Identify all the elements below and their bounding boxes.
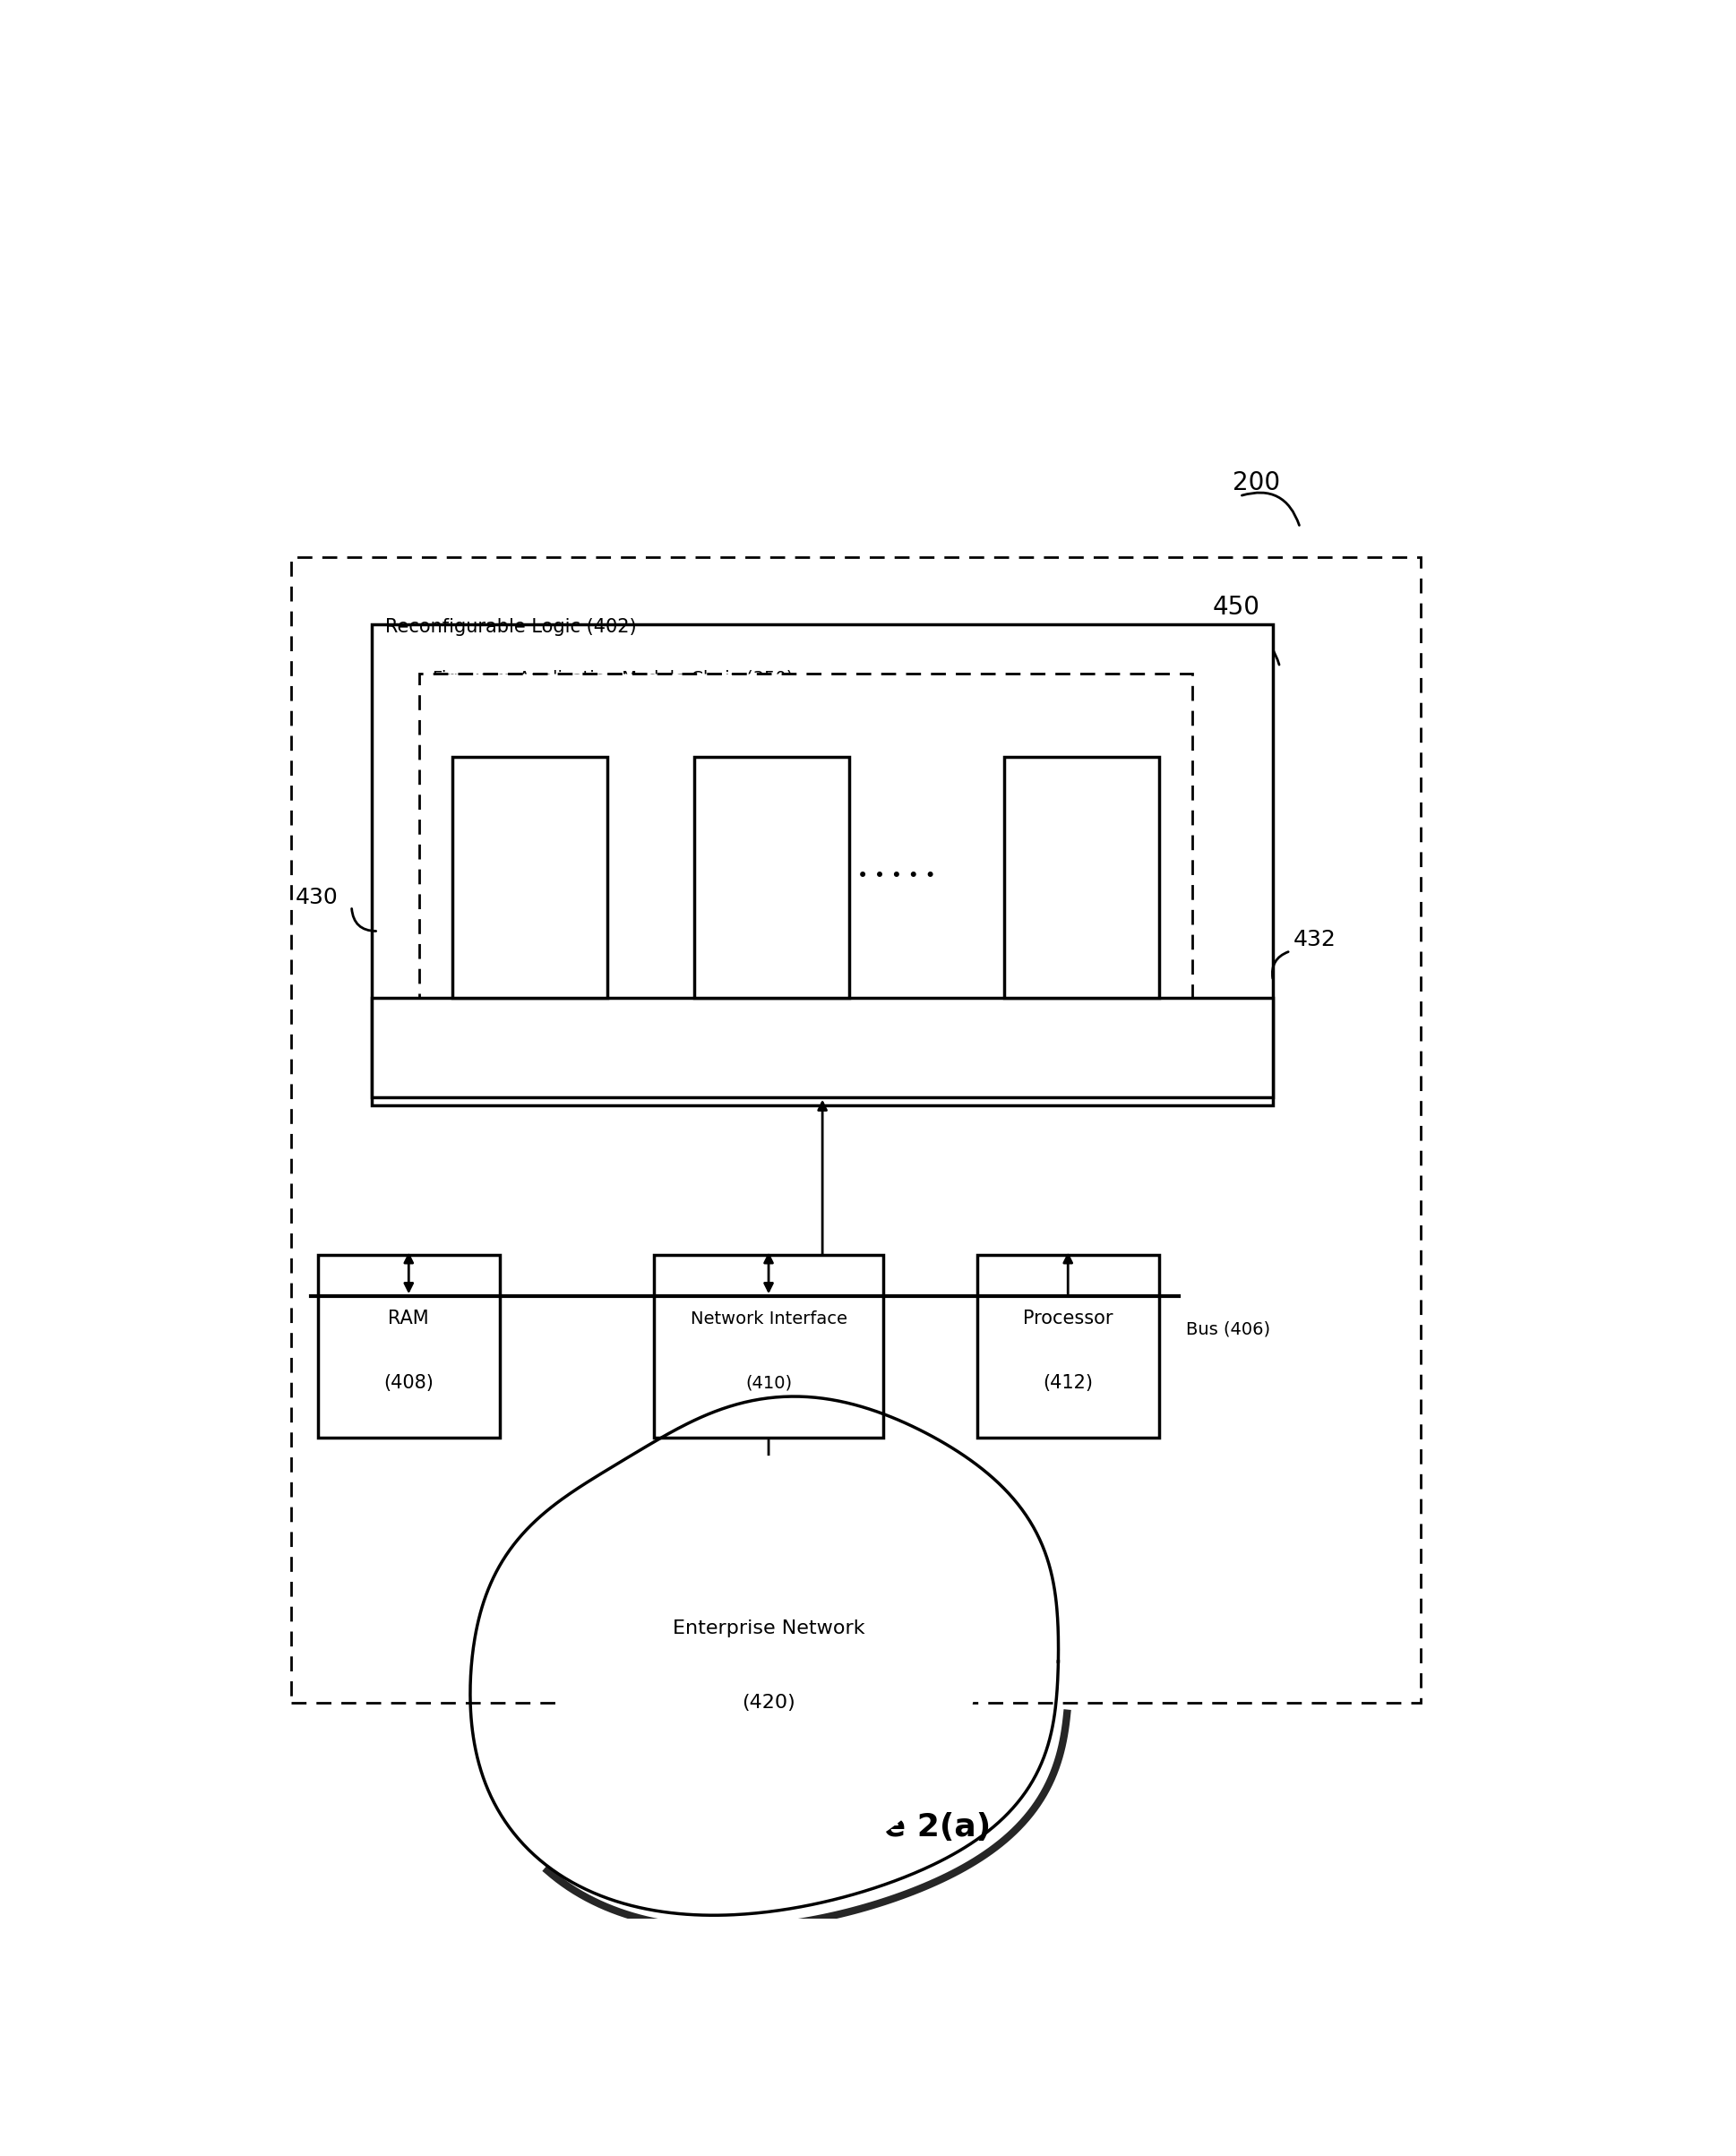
Bar [1003,757,1160,998]
Text: 430: 430 [295,886,339,908]
Text: Firmware Application Module Chain (350): Firmware Application Module Chain (350) [432,671,793,688]
Bar [694,757,849,998]
Text: FAM m: FAM m [1052,832,1111,849]
Ellipse shape [797,1595,832,1649]
Text: Processor: Processor [1023,1309,1113,1328]
Text: (350a): (350a) [502,916,559,934]
Text: Reconfigurable Logic (402): Reconfigurable Logic (402) [385,617,637,636]
Text: 450: 450 [1212,595,1260,621]
Bar [292,558,1422,1703]
Text: (410): (410) [745,1373,792,1391]
Bar [977,1255,1158,1438]
Ellipse shape [710,1723,752,1781]
Text: 200: 200 [1233,470,1281,496]
Text: FAM 2: FAM 2 [746,832,799,849]
Text: 432: 432 [1293,929,1337,951]
Text: Network Interface: Network Interface [691,1311,847,1328]
Ellipse shape [705,1587,741,1643]
Text: Firmware Socket Module (404): Firmware Socket Module (404) [681,1039,965,1056]
Ellipse shape [785,1731,826,1787]
Bar [372,998,1272,1097]
Text: FAM 1: FAM 1 [503,832,556,849]
Text: (408): (408) [384,1373,434,1391]
Text: (350b): (350b) [743,916,800,934]
Text: Figure 2(a): Figure 2(a) [788,1813,991,1843]
Ellipse shape [561,1455,977,1867]
Text: (420): (420) [741,1695,795,1712]
Text: Enterprise Network: Enterprise Network [672,1619,865,1636]
Ellipse shape [741,1492,795,1574]
Text: RAM: RAM [389,1309,429,1328]
Ellipse shape [774,1531,816,1598]
Text: • • • • •: • • • • • [858,867,936,886]
Bar [453,757,608,998]
Ellipse shape [746,1738,792,1800]
Bar [654,1255,884,1438]
Text: (412): (412) [1043,1373,1094,1391]
Text: Bus (406): Bus (406) [1186,1322,1271,1339]
Bar [372,623,1272,1106]
Ellipse shape [686,1695,717,1742]
Bar [418,675,1193,1048]
Bar [318,1255,500,1438]
Text: (350m): (350m) [1050,916,1113,934]
Ellipse shape [720,1529,767,1600]
Ellipse shape [819,1695,851,1742]
